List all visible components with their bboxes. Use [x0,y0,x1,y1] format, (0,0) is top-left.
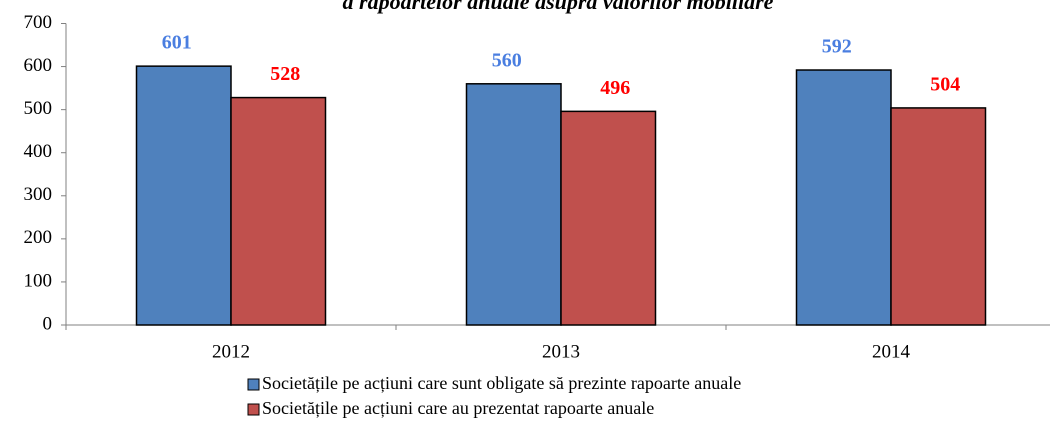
bar [560,110,657,326]
x-tick-label: 2012 [212,341,250,362]
value-label: 528 [270,63,300,85]
y-tick-label: 300 [24,184,53,205]
y-tick-label: 0 [43,313,53,334]
value-label: 560 [492,49,522,71]
value-label: 592 [822,36,852,58]
y-tick-label: 100 [24,270,53,291]
chart-title: a rapoartelor anuale asupra valorilor mo… [343,0,774,14]
legend-swatch [247,378,260,391]
bar [465,83,562,326]
value-label: 601 [162,32,192,54]
y-tick-label: 500 [24,98,53,119]
y-tick-label: 700 [24,12,53,33]
x-tick-label: 2013 [542,341,580,362]
legend-label: Societățile pe acțiuni care sunt obligat… [262,373,741,393]
legend-label: Societățile pe acțiuni care au prezentat… [262,398,654,418]
bar [890,107,987,326]
value-label: 504 [930,74,960,96]
legend-swatch [247,403,260,416]
y-tick-label: 600 [24,55,53,76]
bar [795,69,892,326]
bar [230,96,327,326]
y-tick-label: 400 [24,141,53,162]
x-tick-label: 2014 [872,341,911,362]
bar [135,65,232,326]
value-label: 496 [600,77,630,99]
y-tick-label: 200 [24,227,53,248]
